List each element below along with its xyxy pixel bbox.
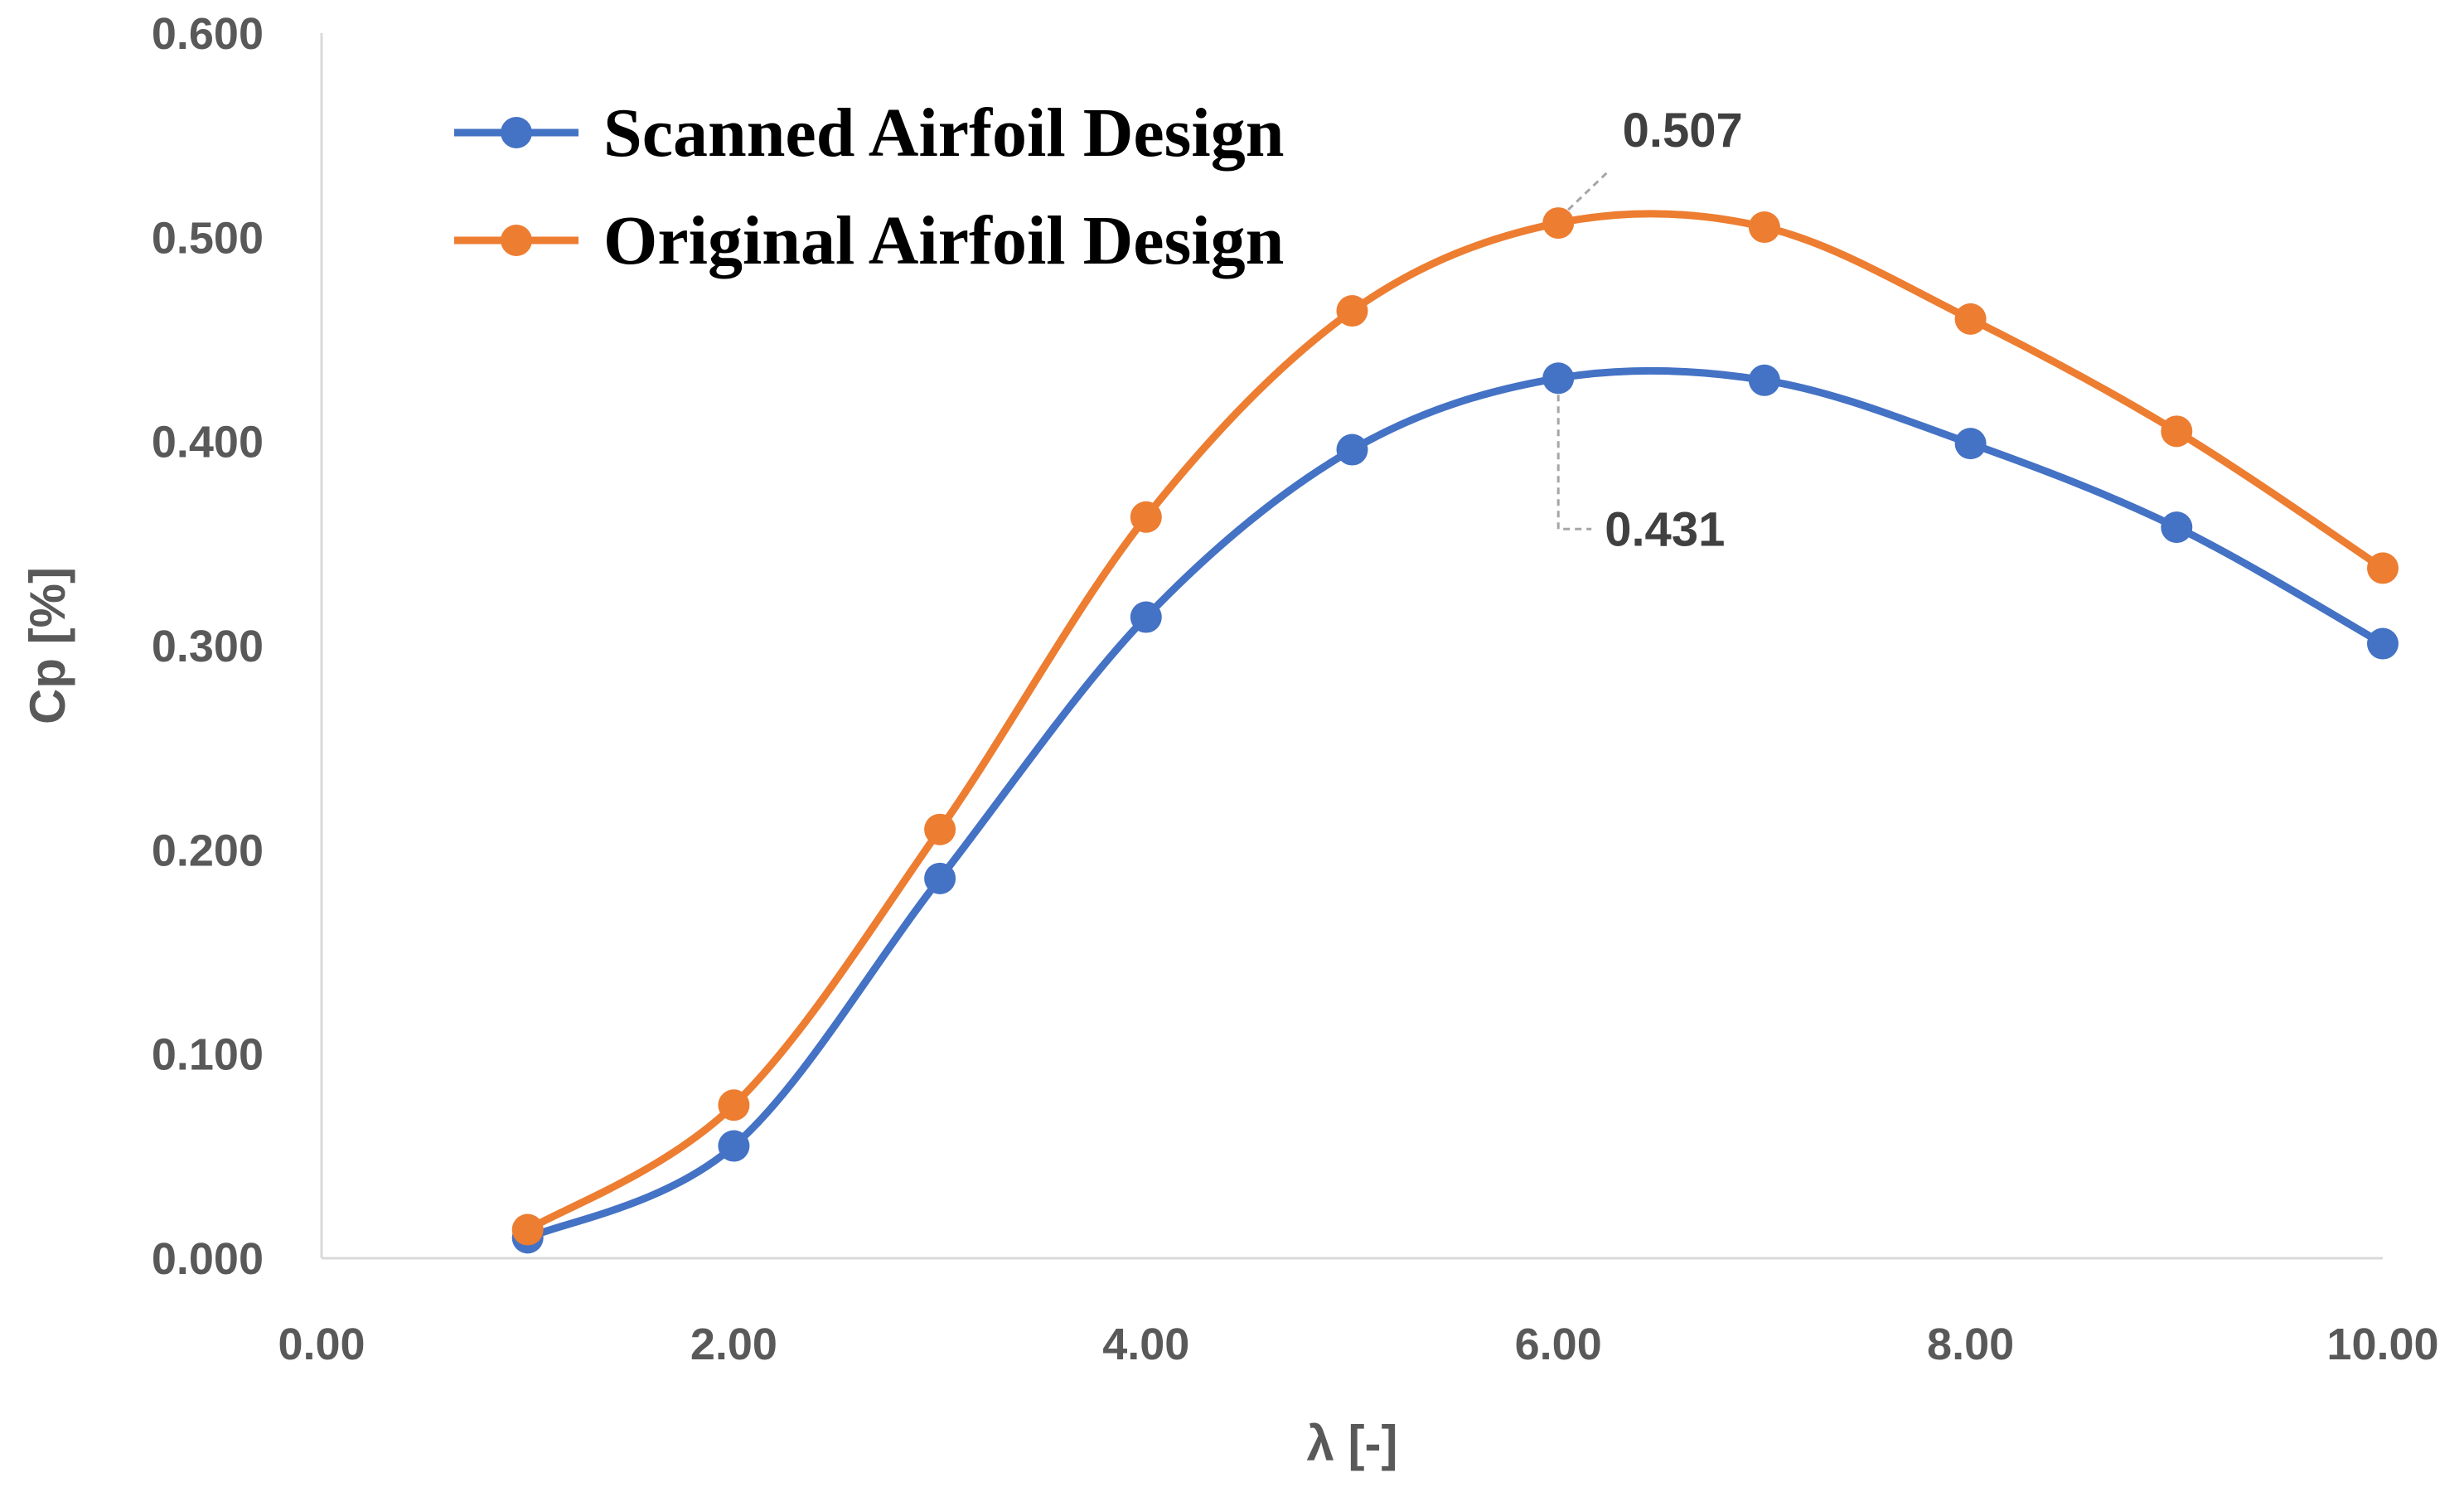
data-point <box>1542 362 1575 395</box>
series-line <box>524 210 2387 1234</box>
series-original <box>511 207 2399 1246</box>
data-point <box>1336 295 1368 327</box>
axes: 0.000 0.100 0.200 0.300 0.400 0.500 0.600 0.00 2… <box>20 9 2439 1471</box>
data-point <box>924 862 956 894</box>
series-line <box>524 366 2387 1242</box>
legend-marker <box>501 117 532 148</box>
data-point <box>1130 601 1162 633</box>
legend-label: Scanned Airfoil Design <box>603 94 1284 172</box>
y-tick-label: 0.500 <box>152 213 264 263</box>
y-tick-label: 0.100 <box>152 1030 264 1080</box>
data-point <box>2367 552 2399 584</box>
data-point <box>2367 627 2399 660</box>
x-tick-label: 0.00 <box>278 1320 365 1369</box>
data-point <box>1748 364 1780 396</box>
data-label: 0.431 <box>1605 502 1725 556</box>
x-tick-label: 8.00 <box>1927 1320 2014 1369</box>
data-point <box>718 1089 750 1121</box>
series-scanned <box>511 362 2399 1254</box>
annotation-layer: 0.507 0.431 <box>1556 104 1743 556</box>
data-point <box>924 813 956 845</box>
data-point <box>2161 415 2193 448</box>
data-point <box>1954 303 1987 335</box>
data-point <box>511 1213 544 1246</box>
data-point <box>1748 211 1780 244</box>
data-label: 0.507 <box>1623 104 1743 157</box>
x-tick-label: 2.00 <box>690 1320 777 1369</box>
x-tick-label: 4.00 <box>1102 1320 1189 1369</box>
y-tick-label: 0.000 <box>152 1234 264 1284</box>
data-point <box>718 1130 750 1162</box>
annotation-leader <box>1556 395 1592 530</box>
data-point <box>1542 207 1575 240</box>
legend: Scanned Airfoil Design Original Airfoil D… <box>454 94 1284 279</box>
legend-label: Original Airfoil Design <box>603 202 1284 279</box>
data-point <box>1954 428 1987 460</box>
data-point <box>2161 511 2193 544</box>
y-tick-label: 0.300 <box>152 622 264 671</box>
y-tick-label: 0.600 <box>152 9 264 59</box>
x-tick-label: 6.00 <box>1515 1320 1602 1369</box>
x-tick-label: 10.00 <box>2326 1320 2438 1369</box>
x-axis-title: λ [-] <box>1307 1416 1398 1471</box>
legend-marker <box>501 225 532 256</box>
data-point <box>1130 501 1162 533</box>
y-axis-title: Cp [%] <box>20 567 75 724</box>
y-tick-label: 0.400 <box>152 418 264 467</box>
annotation-leader <box>1567 171 1610 211</box>
series-layer <box>511 207 2399 1254</box>
y-tick-label: 0.200 <box>152 826 264 875</box>
data-point <box>1336 434 1368 466</box>
